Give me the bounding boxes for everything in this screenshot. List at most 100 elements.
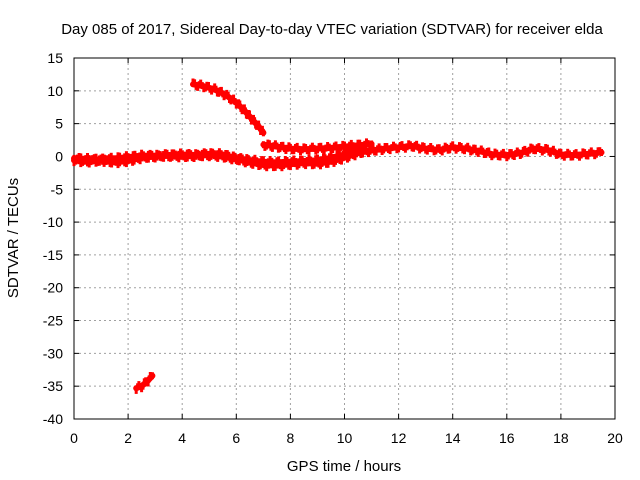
data-point	[452, 144, 456, 152]
data-point	[124, 160, 128, 168]
data-point	[408, 141, 412, 149]
data-point	[567, 150, 571, 158]
data-point	[194, 149, 198, 157]
x-tick-label: 2	[124, 430, 132, 446]
y-tick-label: -20	[43, 280, 63, 296]
data-point	[234, 154, 238, 162]
data-point	[79, 153, 83, 161]
data-point	[403, 145, 407, 153]
y-tick-label: -10	[43, 214, 63, 230]
data-point	[337, 146, 341, 154]
data-point	[260, 159, 264, 167]
x-tick-label: 20	[607, 430, 623, 446]
data-point	[363, 140, 367, 148]
data-point	[589, 147, 593, 155]
data-point	[272, 164, 275, 172]
data-point	[175, 153, 179, 161]
x-tick-label: 8	[287, 430, 295, 446]
data-point	[332, 142, 336, 150]
data-point	[153, 155, 157, 163]
data-point	[322, 147, 326, 155]
data-point	[258, 124, 262, 132]
data-point	[170, 153, 174, 161]
data-point	[219, 150, 223, 158]
data-point	[392, 141, 395, 149]
y-axis-label: SDTVAR / TECUs	[5, 178, 22, 298]
y-tick-label: -35	[43, 378, 63, 394]
data-point	[545, 144, 549, 152]
data-point	[402, 144, 406, 151]
data-point	[141, 382, 145, 390]
series-layer	[71, 78, 605, 394]
data-point	[297, 161, 301, 169]
data-point	[562, 153, 566, 161]
data-point	[121, 156, 125, 164]
data-point	[206, 151, 210, 159]
y-tick-label: -5	[51, 181, 64, 197]
data-point	[118, 159, 122, 167]
data-point	[217, 152, 221, 160]
data-point	[305, 159, 309, 167]
data-point	[82, 155, 86, 163]
data-point	[86, 159, 89, 167]
data-point	[197, 150, 201, 158]
data-point	[566, 148, 570, 156]
data-point	[295, 142, 299, 150]
data-point	[307, 147, 311, 155]
data-point	[366, 140, 370, 148]
data-point	[319, 142, 323, 150]
data-point	[312, 144, 316, 152]
data-point	[116, 161, 120, 169]
data-point	[314, 147, 318, 155]
data-point	[578, 153, 581, 161]
data-point	[146, 155, 150, 163]
data-point	[368, 143, 372, 150]
data-point	[217, 148, 221, 156]
data-point	[261, 159, 265, 167]
data-point	[368, 147, 372, 155]
data-point	[177, 155, 181, 163]
data-point	[329, 146, 333, 154]
data-point	[461, 146, 465, 154]
x-axis-label: GPS time / hours	[287, 458, 401, 475]
data-point	[211, 85, 215, 93]
data-point	[334, 157, 337, 165]
data-point	[593, 152, 597, 160]
data-point	[476, 149, 480, 157]
data-point	[393, 143, 397, 151]
data-point	[344, 144, 348, 152]
data-point	[270, 160, 274, 168]
data-point	[179, 148, 182, 156]
data-point	[295, 162, 299, 170]
data-point	[194, 82, 198, 90]
data-point	[310, 142, 314, 150]
data-point	[458, 142, 461, 150]
data-point	[86, 153, 89, 160]
data-point	[191, 78, 195, 86]
data-point	[233, 98, 237, 105]
data-point	[87, 160, 91, 168]
data-point	[576, 151, 580, 159]
y-tick-label: -40	[43, 411, 63, 427]
data-point	[316, 146, 319, 154]
data-point	[155, 153, 159, 161]
data-point	[341, 140, 345, 148]
data-point	[123, 159, 127, 167]
data-point	[321, 145, 324, 153]
data-point	[537, 143, 541, 151]
chart-title: Day 085 of 2017, Sidereal Day-to-day VTE…	[61, 21, 603, 38]
data-point	[97, 155, 101, 163]
data-point	[214, 153, 218, 161]
data-point	[94, 159, 98, 167]
data-point	[491, 151, 495, 159]
data-point	[172, 150, 176, 158]
data-point	[173, 150, 177, 158]
data-point	[150, 372, 154, 380]
data-point	[209, 148, 213, 156]
data-point	[290, 159, 294, 167]
data-point	[170, 149, 174, 157]
data-point	[594, 150, 598, 158]
data-point	[422, 143, 426, 150]
data-point	[459, 143, 463, 150]
data-point	[405, 143, 409, 151]
